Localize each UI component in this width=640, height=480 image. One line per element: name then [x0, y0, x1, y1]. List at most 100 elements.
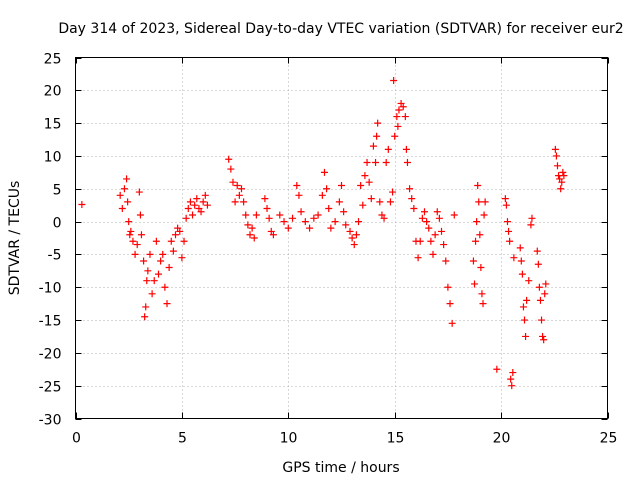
data-point — [542, 280, 550, 288]
data-point — [540, 336, 548, 344]
data-point — [508, 382, 516, 390]
data-point — [172, 231, 180, 239]
data-point — [263, 204, 271, 212]
x-tick-label: 5 — [178, 431, 187, 447]
data-point — [231, 198, 239, 206]
data-point — [142, 303, 150, 311]
data-point — [475, 198, 483, 206]
data-point — [474, 181, 482, 189]
data-point — [410, 204, 418, 212]
data-point — [135, 188, 143, 196]
data-point — [522, 332, 530, 340]
data-point — [386, 198, 394, 206]
data-point — [116, 191, 124, 199]
x-tick-label: 15 — [387, 431, 405, 447]
data-point — [440, 241, 448, 249]
data-point — [536, 296, 544, 304]
data-point — [180, 237, 188, 245]
data-point — [367, 195, 375, 203]
data-point — [534, 260, 542, 268]
data-point — [558, 178, 566, 186]
x-tick-label: 10 — [280, 431, 298, 447]
data-point — [340, 208, 348, 216]
data-point — [519, 303, 527, 311]
data-point — [425, 224, 433, 232]
data-point — [129, 237, 137, 245]
data-point — [399, 103, 407, 111]
data-point — [374, 119, 382, 127]
data-point — [191, 201, 199, 209]
data-point — [518, 270, 526, 278]
data-point — [480, 211, 488, 219]
y-axis-label: SDTVAR / TECUs — [7, 181, 23, 296]
data-point — [408, 195, 416, 203]
data-point — [157, 257, 165, 265]
y-tick-label: 15 — [44, 117, 62, 133]
data-point — [314, 211, 322, 219]
data-point — [433, 208, 441, 216]
data-point — [355, 218, 363, 226]
data-point — [442, 257, 450, 265]
x-tick-label: 0 — [72, 431, 81, 447]
data-point — [363, 159, 371, 167]
y-tick-label: -15 — [39, 314, 62, 330]
data-point — [189, 211, 197, 219]
data-point — [423, 218, 431, 226]
data-point — [479, 300, 487, 308]
data-point — [527, 221, 535, 229]
data-point — [167, 237, 175, 245]
data-point — [169, 247, 177, 255]
data-point — [369, 142, 377, 150]
data-points — [78, 76, 568, 390]
data-point — [152, 237, 160, 245]
data-point — [342, 221, 350, 229]
data-point — [150, 277, 158, 285]
data-point — [382, 159, 390, 167]
data-point — [517, 257, 525, 265]
y-tick-label: 20 — [44, 84, 62, 100]
data-point — [131, 250, 139, 258]
data-point — [560, 172, 568, 180]
data-point — [553, 162, 561, 170]
data-point — [320, 168, 328, 176]
data-point — [140, 257, 148, 265]
data-point — [143, 277, 151, 285]
data-point — [301, 218, 309, 226]
data-point — [551, 145, 559, 153]
data-point — [403, 159, 411, 167]
data-point — [509, 369, 517, 377]
data-point — [502, 201, 510, 209]
y-tick-label: -5 — [48, 248, 62, 264]
data-point — [233, 181, 241, 189]
data-point — [280, 218, 288, 226]
x-tick-label: 25 — [600, 431, 618, 447]
data-point — [327, 224, 335, 232]
data-point — [261, 195, 269, 203]
data-point — [146, 250, 154, 258]
y-tick-label: -20 — [39, 347, 62, 363]
data-point — [284, 224, 292, 232]
data-point — [372, 159, 380, 167]
data-point — [295, 191, 303, 199]
data-point — [123, 175, 131, 183]
y-tick-label: -30 — [39, 413, 62, 429]
data-point — [395, 106, 403, 114]
data-point — [176, 227, 184, 235]
data-point — [133, 241, 141, 249]
data-point — [450, 211, 458, 219]
data-point — [503, 218, 511, 226]
y-tick-label: 25 — [44, 52, 62, 68]
chart-title: Day 314 of 2023, Sidereal Day-to-day VTE… — [58, 21, 623, 37]
data-point — [431, 231, 439, 239]
x-axis-label: GPS time / hours — [282, 460, 399, 476]
data-point — [338, 181, 345, 189]
data-point — [506, 237, 514, 245]
data-point — [473, 218, 481, 226]
data-point — [350, 241, 358, 249]
data-point — [242, 211, 250, 219]
data-point — [406, 185, 414, 193]
data-point — [163, 300, 171, 308]
data-point — [246, 231, 254, 239]
data-point — [201, 191, 209, 199]
